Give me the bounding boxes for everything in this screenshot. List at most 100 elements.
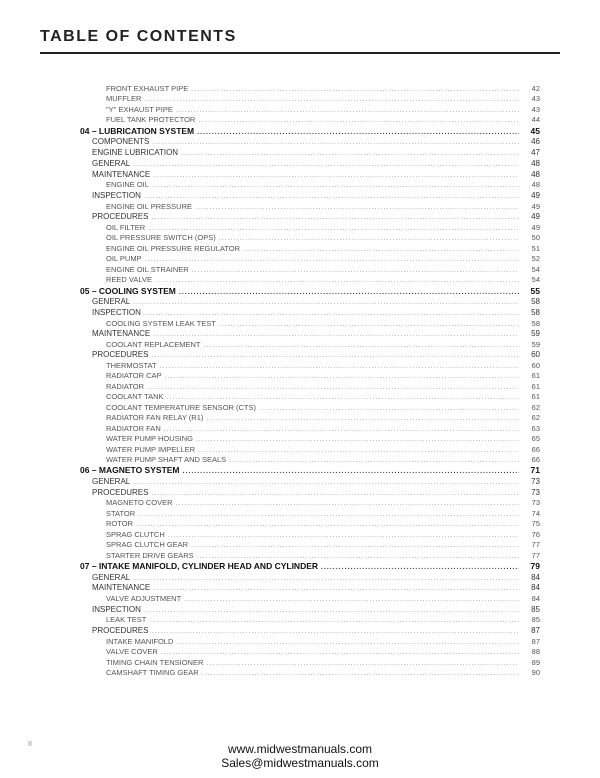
toc-leader bbox=[151, 212, 519, 223]
toc-label: ENGINE OIL STRAINER bbox=[106, 265, 189, 275]
toc-leader bbox=[191, 540, 519, 550]
toc-row: ENGINE LUBRICATION 47 bbox=[80, 148, 540, 159]
toc-leader bbox=[176, 498, 519, 508]
toc-row: WATER PUMP IMPELLER66 bbox=[80, 445, 540, 455]
toc-label: FRONT EXHAUST PIPE bbox=[106, 84, 188, 94]
toc-label: PROCEDURES bbox=[92, 350, 148, 361]
toc-leader bbox=[191, 84, 519, 94]
toc-page: 65 bbox=[522, 434, 540, 444]
toc-leader bbox=[168, 530, 519, 540]
toc-page: 60 bbox=[522, 361, 540, 371]
toc-row: SPRAG CLUTCH 76 bbox=[80, 530, 540, 540]
toc-label: VALVE COVER bbox=[106, 647, 158, 657]
toc-leader bbox=[133, 477, 519, 488]
toc-page: 59 bbox=[522, 329, 540, 340]
toc-row: COOLANT TANK61 bbox=[80, 392, 540, 402]
toc-row: PROCEDURES49 bbox=[80, 212, 540, 223]
toc-row: 04 – LUBRICATION SYSTEM45 bbox=[80, 126, 540, 137]
toc-page: 84 bbox=[522, 573, 540, 584]
toc-label: PROCEDURES bbox=[92, 626, 148, 637]
toc-row: INSPECTION49 bbox=[80, 191, 540, 202]
toc-page: 87 bbox=[522, 637, 540, 647]
toc-leader bbox=[219, 319, 519, 329]
toc-label: SPRAG CLUTCH bbox=[106, 530, 165, 540]
toc-row: OIL FILTER49 bbox=[80, 223, 540, 233]
toc-page: 45 bbox=[522, 126, 540, 137]
toc-page: 73 bbox=[522, 488, 540, 499]
toc-page: 73 bbox=[522, 498, 540, 508]
toc-page: 89 bbox=[522, 658, 540, 668]
toc-leader bbox=[206, 658, 519, 668]
toc-row: COMPONENTS46 bbox=[80, 137, 540, 148]
toc-row: PROCEDURES 73 bbox=[80, 488, 540, 499]
toc-page: 42 bbox=[522, 84, 540, 94]
toc-page: 77 bbox=[522, 540, 540, 550]
toc-label: VALVE ADJUSTMENT bbox=[106, 594, 181, 604]
toc-leader bbox=[176, 637, 519, 647]
toc-row: GENERAL 84 bbox=[80, 573, 540, 584]
toc-leader bbox=[145, 254, 519, 264]
title-block: TABLE OF CONTENTS bbox=[40, 28, 560, 54]
toc-label: PROCEDURES bbox=[92, 488, 148, 499]
toc-leader bbox=[321, 561, 519, 572]
toc-leader bbox=[151, 350, 519, 361]
toc-row: INSPECTION85 bbox=[80, 605, 540, 616]
toc-leader bbox=[181, 148, 519, 159]
toc-page: 60 bbox=[522, 350, 540, 361]
toc-row: GENERAL48 bbox=[80, 159, 540, 170]
toc-page: 54 bbox=[522, 275, 540, 285]
toc-label: ROTOR bbox=[106, 519, 133, 529]
toc-label: RADIATOR bbox=[106, 382, 144, 392]
toc-page: 75 bbox=[522, 519, 540, 529]
toc-row: 07 – INTAKE MANIFOLD, CYLINDER HEAD AND … bbox=[80, 561, 540, 572]
toc-label: "Y" EXHAUST PIPE bbox=[106, 105, 173, 115]
toc-row: MUFFLER43 bbox=[80, 94, 540, 104]
toc-page: 47 bbox=[522, 148, 540, 159]
toc-leader bbox=[153, 329, 519, 340]
toc-row: REED VALVE54 bbox=[80, 275, 540, 285]
toc-page: 73 bbox=[522, 477, 540, 488]
toc-label: ENGINE LUBRICATION bbox=[92, 148, 178, 159]
toc-row: GENERAL58 bbox=[80, 297, 540, 308]
toc-page: 58 bbox=[522, 297, 540, 308]
toc-leader bbox=[153, 583, 519, 594]
toc-leader bbox=[153, 170, 519, 181]
toc-page: 49 bbox=[522, 191, 540, 202]
toc-leader bbox=[136, 519, 519, 529]
toc-row: OIL PRESSURE SWITCH (OPS)50 bbox=[80, 233, 540, 243]
toc-row: LEAK TEST85 bbox=[80, 615, 540, 625]
toc-row: ROTOR 75 bbox=[80, 519, 540, 529]
toc-label: TIMING CHAIN TENSIONER bbox=[106, 658, 203, 668]
toc-leader bbox=[160, 361, 519, 371]
toc-label: MAGNETO COVER bbox=[106, 498, 173, 508]
toc-row: ENGINE OIL48 bbox=[80, 180, 540, 190]
toc-page: 84 bbox=[522, 594, 540, 604]
toc-page: 61 bbox=[522, 382, 540, 392]
toc-page: 76 bbox=[522, 530, 540, 540]
toc-label: COMPONENTS bbox=[92, 137, 149, 148]
toc-page: 58 bbox=[522, 319, 540, 329]
toc-label: INSPECTION bbox=[92, 605, 141, 616]
toc-row: STARTER DRIVE GEARS77 bbox=[80, 551, 540, 561]
toc-row: VALVE COVER88 bbox=[80, 647, 540, 657]
toc-label: 07 – INTAKE MANIFOLD, CYLINDER HEAD AND … bbox=[80, 561, 318, 572]
page-title: TABLE OF CONTENTS bbox=[40, 28, 560, 52]
toc-label: ENGINE OIL PRESSURE REGULATOR bbox=[106, 244, 240, 254]
toc-label: GENERAL bbox=[92, 477, 130, 488]
toc-row: GENERAL 73 bbox=[80, 477, 540, 488]
toc-label: GENERAL bbox=[92, 573, 130, 584]
toc-page: 77 bbox=[522, 551, 540, 561]
toc-page: 52 bbox=[522, 254, 540, 264]
toc-page: 58 bbox=[522, 308, 540, 319]
toc-leader bbox=[133, 159, 519, 170]
toc-row: ENGINE OIL STRAINER54 bbox=[80, 265, 540, 275]
toc-label: WATER PUMP HOUSING bbox=[106, 434, 193, 444]
toc-page: 43 bbox=[522, 94, 540, 104]
toc-page: 66 bbox=[522, 445, 540, 455]
toc-page: 48 bbox=[522, 180, 540, 190]
toc-leader bbox=[155, 275, 519, 285]
toc-row: PROCEDURES87 bbox=[80, 626, 540, 637]
toc-label: MAINTENANCE bbox=[92, 170, 150, 181]
toc-row: INSPECTION58 bbox=[80, 308, 540, 319]
toc-row: FRONT EXHAUST PIPE 42 bbox=[80, 84, 540, 94]
